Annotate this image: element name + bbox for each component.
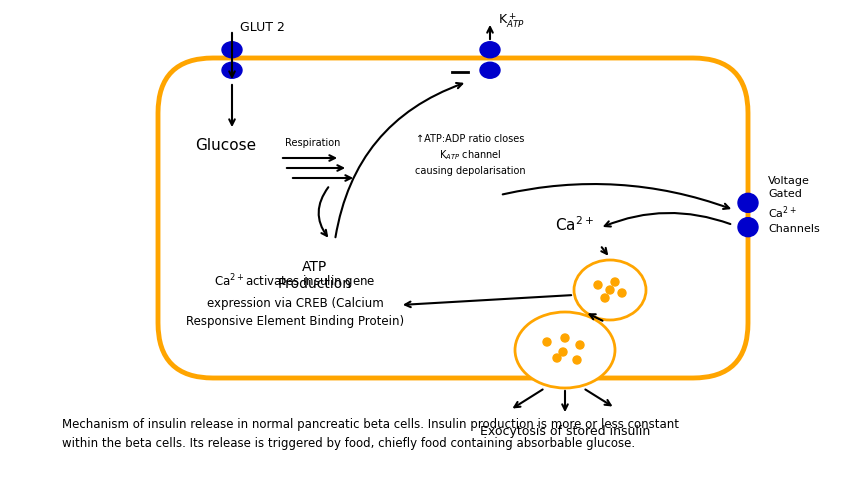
Circle shape: [594, 281, 602, 289]
Circle shape: [561, 334, 569, 342]
Ellipse shape: [222, 62, 242, 78]
Ellipse shape: [480, 42, 500, 58]
Circle shape: [606, 286, 614, 294]
Text: GLUT 2: GLUT 2: [240, 21, 285, 34]
Ellipse shape: [738, 193, 758, 212]
Circle shape: [543, 338, 551, 346]
Text: Respiration: Respiration: [285, 138, 341, 148]
Ellipse shape: [480, 62, 500, 78]
Text: Exocytosis of stored insulin: Exocytosis of stored insulin: [480, 425, 650, 438]
Text: Ca$^{2+}$: Ca$^{2+}$: [555, 216, 593, 234]
Text: Voltage
Gated
Ca$^{2+}$
Channels: Voltage Gated Ca$^{2+}$ Channels: [768, 176, 820, 234]
Circle shape: [553, 354, 561, 362]
Text: ATP
Production: ATP Production: [278, 260, 352, 291]
Ellipse shape: [222, 42, 242, 58]
Circle shape: [559, 348, 567, 356]
Ellipse shape: [738, 218, 758, 237]
Text: Glucose: Glucose: [195, 137, 256, 152]
Text: Ca$^{2+}$activates insulin gene
expression via CREB (Calcium
Responsive Element : Ca$^{2+}$activates insulin gene expressi…: [186, 272, 404, 328]
Circle shape: [576, 341, 584, 349]
Text: K$^+_{ATP}$: K$^+_{ATP}$: [498, 11, 525, 30]
Circle shape: [573, 356, 581, 364]
Circle shape: [601, 294, 609, 302]
Ellipse shape: [515, 312, 615, 388]
Text: ↑ATP:ADP ratio closes
K$_{ATP}$ channel
causing depolarisation: ↑ATP:ADP ratio closes K$_{ATP}$ channel …: [415, 135, 525, 176]
Circle shape: [618, 289, 626, 297]
Text: Mechanism of insulin release in normal pancreatic beta cells. Insulin production: Mechanism of insulin release in normal p…: [62, 418, 679, 450]
Ellipse shape: [574, 260, 646, 320]
Circle shape: [611, 278, 619, 286]
